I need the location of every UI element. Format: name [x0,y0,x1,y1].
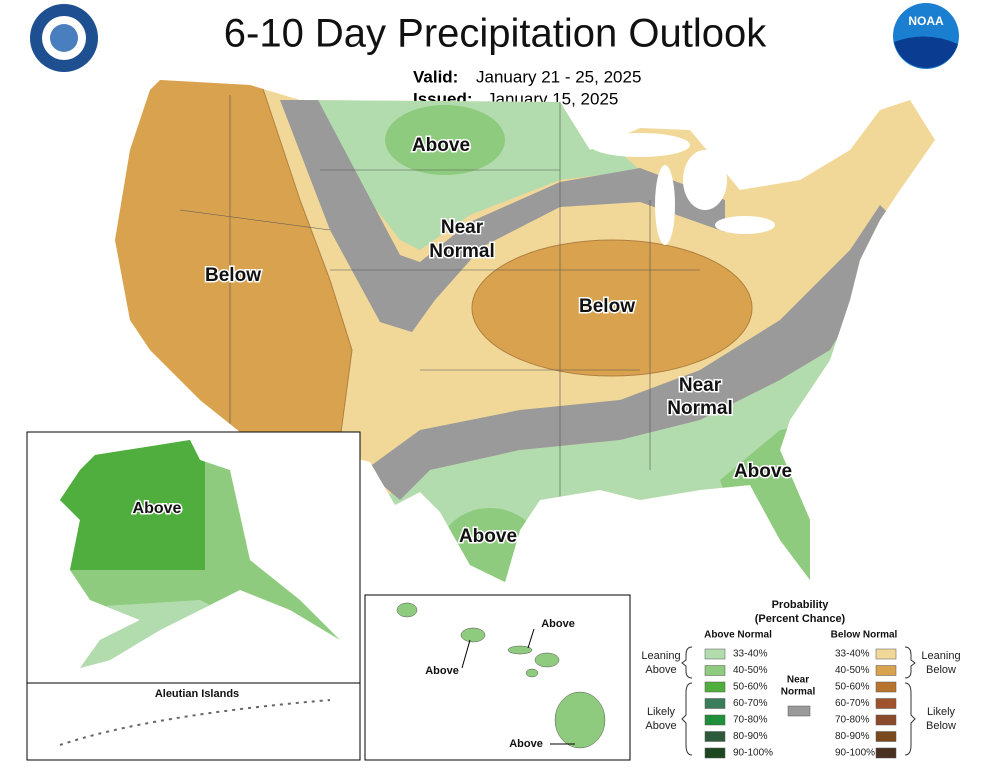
map-label: Near [679,375,722,396]
title: 6-10 Day Precipitation Outlook [224,12,768,56]
noaa-text: NOAA [908,14,944,28]
group-label: Above [645,720,676,732]
group-label: Likely [927,706,956,718]
legend-range: 90-100% [835,748,875,759]
legend-swatch [704,665,726,676]
legend-swatch [875,665,897,676]
legend-swatch [704,714,726,726]
map-label: Below [579,296,635,317]
legend-swatch [704,731,726,742]
aleutian-inset [26,682,361,761]
hawaii-pointers [461,628,575,745]
map-label: Above [412,135,470,156]
map-label: Above [541,618,575,630]
map-label: Above [425,665,459,677]
legend-title: Probability [772,599,830,611]
map-label: Above [133,500,182,517]
map-label: Near [441,217,484,238]
legend-swatch [875,698,897,709]
aleutian-label: Aleutian Islands [155,688,239,700]
legend-swatch [875,731,897,742]
legend-swatch [704,681,726,693]
map-label: Above [509,738,543,750]
legend-swatch [704,698,726,709]
great-lakes [590,133,775,245]
legend-range: 70-80% [733,715,768,726]
map-label: Above [734,461,792,482]
above-heading: Above Normal [704,630,772,641]
group-label: Below [926,664,956,676]
legend-subtitle: (Percent Chance) [755,613,846,625]
legend-swatch [875,648,897,660]
map-label: Normal [667,398,732,419]
legend-swatch [704,747,726,759]
group-label: Likely [647,706,676,718]
map-label: Above [459,526,517,547]
legend-range: 80-90% [733,731,768,742]
legend-swatch [787,705,811,717]
legend: Probability (Percent Chance) Above Norma… [641,599,960,759]
legend-range: 60-70% [835,698,870,709]
legend-range: 33-40% [733,649,768,660]
braces [681,646,916,756]
legend-range: 40-50% [835,665,870,676]
map-label: Normal [429,241,494,262]
legend-range: 70-80% [835,715,870,726]
legend-range: 50-60% [835,682,870,693]
doc-seal [30,4,98,72]
legend-swatch [875,681,897,693]
below-heading: Below Normal [831,630,898,641]
group-label: Leaning [921,650,960,662]
map-label: Below [205,265,261,286]
legend-range: 40-50% [733,665,768,676]
legend-swatch [875,714,897,726]
legend-range: 60-70% [733,698,768,709]
group-label: Above [645,664,676,676]
legend-swatch [875,747,897,759]
aleutian-islands [59,699,331,746]
hawaii-islands [396,602,606,749]
legend-range: 80-90% [835,731,870,742]
near-normal-label: Near [787,675,809,686]
group-label: Leaning [641,650,680,662]
legend-swatch [704,648,726,660]
legend-range: 50-60% [733,682,768,693]
group-label: Below [926,720,956,732]
legend-range: 33-40% [835,649,870,660]
valid-label: Valid: [413,67,458,86]
near-normal-label: Normal [781,687,816,698]
valid-dates: January 21 - 25, 2025 [476,67,641,86]
legend-range: 90-100% [733,748,773,759]
noaa-logo: NOAA [893,3,959,69]
